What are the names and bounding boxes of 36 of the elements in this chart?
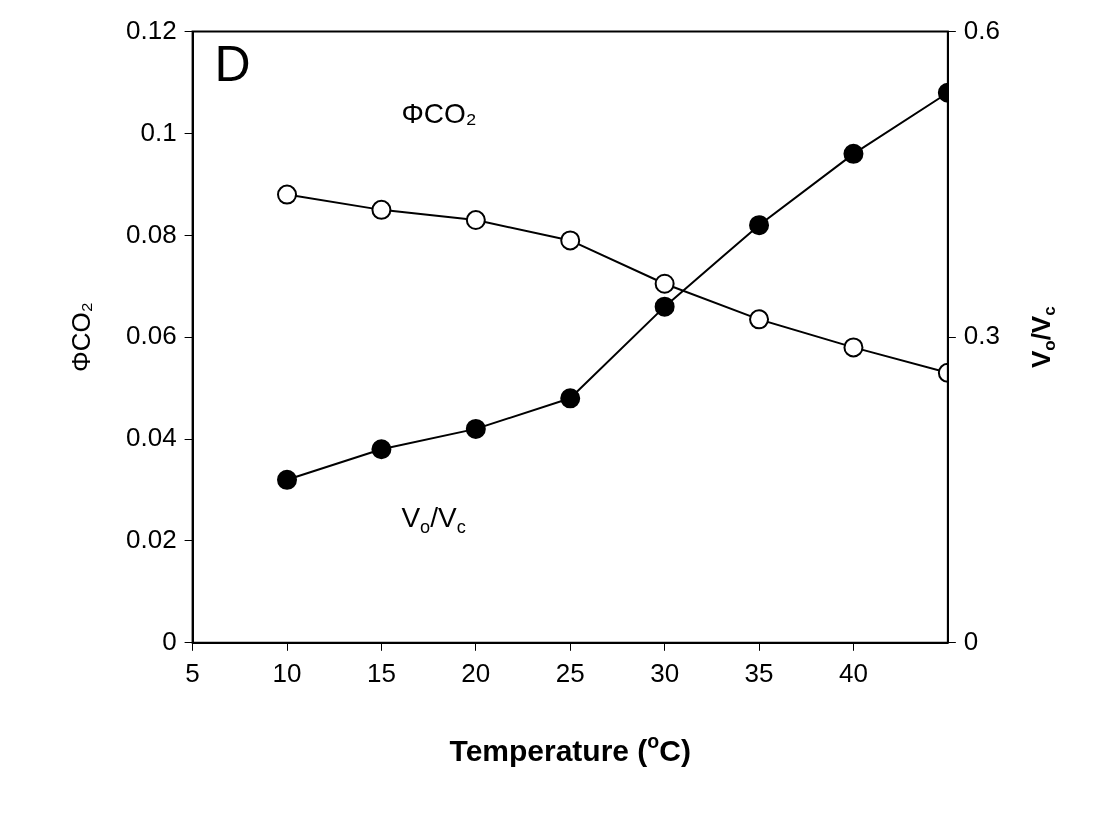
point <box>654 273 675 294</box>
point <box>371 439 392 460</box>
y-tick-label: 0.02 <box>125 524 177 555</box>
text: ΦCO₂ <box>401 97 477 129</box>
y-tick-label: 0 <box>162 625 177 656</box>
x-tick-label: 40 <box>838 657 868 688</box>
x-tick-label: 20 <box>461 657 491 688</box>
x-tick-label: 15 <box>366 657 396 688</box>
point <box>749 309 770 330</box>
point <box>465 210 486 231</box>
y2-tick-label: 0.3 <box>963 320 1001 351</box>
point <box>843 337 864 358</box>
x-tick-label: 30 <box>650 657 680 688</box>
point <box>465 418 486 439</box>
point <box>843 143 864 164</box>
y-tick-label: 0.08 <box>125 218 177 249</box>
x-tick-label: 35 <box>744 657 774 688</box>
point <box>371 199 392 220</box>
y2-tick-label: 0 <box>963 625 979 656</box>
point <box>277 184 298 205</box>
x-tick-label: 25 <box>555 657 585 688</box>
point <box>654 296 675 317</box>
x-tick-label: 5 <box>185 657 200 688</box>
y-tick-label: 0.06 <box>125 320 177 351</box>
point <box>277 469 298 490</box>
y-tick-label: 0.12 <box>125 14 177 45</box>
point <box>560 230 581 251</box>
y-tick-label: 0.1 <box>140 116 177 147</box>
y2-tick-label: 0.6 <box>963 14 1001 45</box>
y-axis-title: ΦCO₂ <box>65 302 96 373</box>
y2-axis-title: Vo/Vc <box>1026 306 1060 369</box>
y-tick-label: 0.04 <box>125 422 177 453</box>
point <box>560 388 581 409</box>
point <box>749 215 770 236</box>
annotation: D <box>214 36 251 93</box>
x-tick-label: 10 <box>272 657 302 688</box>
